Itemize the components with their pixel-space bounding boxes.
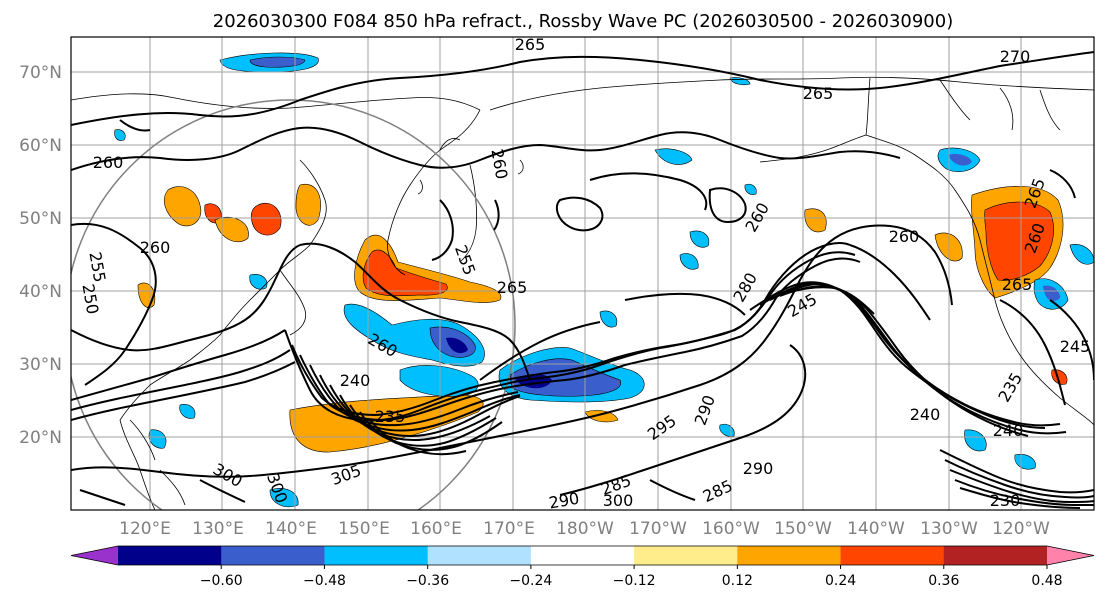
contour-label: 300 [603, 491, 634, 510]
map-content: 265 270 265 260 260 260 255 255 265 260 … [71, 35, 1094, 513]
lon-label: 160°W [702, 519, 760, 539]
colorbar-segment [737, 546, 842, 565]
colorbar-tick-label: −0.24 [509, 573, 552, 589]
map-title: 2026030300 F084 850 hPa refract., Rossby… [213, 11, 954, 32]
lon-label: 180°W [556, 519, 614, 539]
colorbar-tick-label: −0.48 [303, 573, 346, 589]
longitude-labels: 120°E 130°E 140°E 150°E 160°E 170°E 180°… [119, 519, 1050, 539]
colorbar-segment [324, 546, 429, 565]
colorbar-right-extension [1047, 546, 1094, 565]
contour-label: 240 [910, 405, 941, 424]
lat-label: 50°N [19, 209, 62, 229]
colorbar-tick-label: 0.48 [1031, 573, 1062, 589]
contour-label: 240 [340, 371, 371, 390]
colorbar-segment [634, 546, 738, 565]
lon-label: 130°W [920, 519, 978, 539]
lat-label: 70°N [19, 63, 62, 83]
lon-label: 140°E [265, 519, 317, 539]
colorbar-segment [118, 546, 222, 565]
lat-label: 30°N [19, 355, 62, 375]
contour-label: 290 [547, 489, 580, 513]
lon-label: 120°W [992, 519, 1050, 539]
lon-label: 170°W [629, 519, 687, 539]
colorbar-segment [221, 546, 325, 565]
lon-label: 120°E [119, 519, 171, 539]
colorbar-tick-label: −0.60 [200, 573, 243, 589]
colorbar-segment [840, 546, 945, 565]
lat-label: 40°N [19, 282, 62, 302]
colorbar-segment [427, 546, 532, 565]
contour-label: 290 [743, 459, 774, 478]
colorbar-tick-label: −0.36 [406, 573, 449, 589]
contour-label: 265 [515, 35, 546, 54]
contour-label: 245 [1060, 337, 1091, 356]
contour-label: 265 [1002, 275, 1033, 294]
map-frame [70, 36, 1095, 511]
latitude-labels: 70°N 60°N 50°N 40°N 30°N 20°N [19, 63, 62, 448]
colorbar [70, 545, 1095, 566]
contour-label: 240 [993, 421, 1024, 440]
colorbar-segment [943, 546, 1048, 565]
colorbar-tick-label: 0.36 [928, 573, 959, 589]
region-circle [71, 99, 516, 510]
lat-label: 20°N [19, 428, 62, 448]
colorbar-ticks: −0.60 −0.48 −0.36 −0.24 −0.12 0.12 0.24 0.36 0.4… [200, 565, 1063, 589]
lon-label: 140°W [847, 519, 905, 539]
contour-label: 230 [990, 491, 1021, 510]
contour-label: 235 [375, 407, 406, 426]
lon-label: 130°E [192, 519, 244, 539]
contour-label: 260 [140, 238, 171, 257]
lon-label: 150°W [774, 519, 832, 539]
colorbar-outline [70, 545, 1095, 566]
coastlines [71, 76, 1094, 510]
colorbar-left-extension [71, 546, 118, 565]
lon-label: 160°E [410, 519, 462, 539]
colorbar-tick-label: 0.12 [722, 573, 753, 589]
contour-label: 260 [93, 153, 124, 172]
lat-lon-grid [71, 37, 1094, 510]
lat-label: 60°N [19, 136, 62, 156]
contour-label: 260 [889, 227, 920, 246]
lon-label: 170°E [483, 519, 535, 539]
contour-lines [71, 51, 1094, 509]
contour-label: 270 [1000, 47, 1031, 66]
lon-label: 150°E [338, 519, 390, 539]
contour-label: 265 [497, 278, 528, 297]
map-panel [71, 37, 1094, 510]
colorbar-tick-label: −0.12 [613, 573, 656, 589]
colorbar-tick-label: 0.24 [825, 573, 856, 589]
colorbar-segment [530, 546, 635, 565]
contour-label: 265 [803, 84, 834, 103]
